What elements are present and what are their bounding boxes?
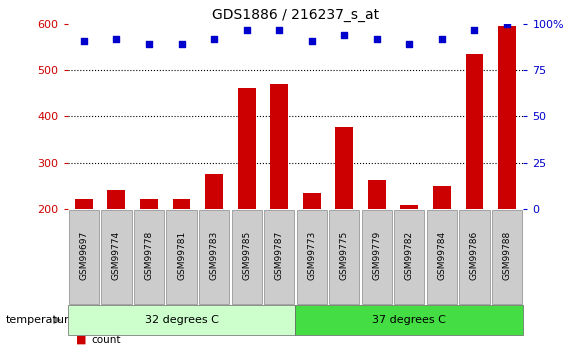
Point — [79, 38, 89, 43]
Bar — [270, 84, 288, 301]
Point — [275, 27, 284, 32]
Text: 37 degrees C: 37 degrees C — [372, 315, 446, 325]
Text: GSM99773: GSM99773 — [308, 231, 316, 280]
Point — [209, 36, 219, 42]
Bar — [205, 174, 223, 301]
Point — [242, 27, 251, 32]
Text: GSM99779: GSM99779 — [372, 231, 382, 280]
Text: GSM99788: GSM99788 — [503, 231, 512, 280]
Text: GSM99784: GSM99784 — [437, 231, 446, 280]
Bar — [108, 190, 125, 301]
Point — [307, 38, 316, 43]
Point — [372, 36, 382, 42]
Point — [340, 32, 349, 38]
Text: count: count — [91, 335, 121, 345]
Point — [470, 27, 479, 32]
Bar — [303, 193, 320, 301]
Point — [405, 42, 414, 47]
Point — [112, 36, 121, 42]
Bar — [173, 199, 191, 301]
Text: GSM99781: GSM99781 — [177, 231, 186, 280]
Text: GSM99782: GSM99782 — [405, 231, 414, 280]
Bar — [498, 26, 516, 301]
Title: GDS1886 / 216237_s_at: GDS1886 / 216237_s_at — [212, 8, 379, 22]
Point — [502, 21, 512, 27]
Text: GSM99785: GSM99785 — [242, 231, 251, 280]
Point — [437, 36, 447, 42]
Bar — [140, 199, 158, 301]
Text: ■: ■ — [76, 335, 87, 345]
Bar — [368, 180, 386, 301]
Point — [144, 42, 153, 47]
Bar — [466, 54, 483, 301]
Text: temperature: temperature — [6, 315, 76, 325]
Bar — [433, 186, 451, 301]
Text: GSM99774: GSM99774 — [112, 231, 121, 280]
Text: GSM99775: GSM99775 — [340, 231, 349, 280]
Text: 32 degrees C: 32 degrees C — [145, 315, 219, 325]
Text: GSM99778: GSM99778 — [145, 231, 153, 280]
Bar — [335, 127, 353, 301]
Bar — [238, 88, 256, 301]
Point — [177, 42, 186, 47]
Bar — [400, 205, 418, 301]
Bar — [75, 199, 93, 301]
Text: GSM99697: GSM99697 — [79, 231, 88, 280]
Text: GSM99783: GSM99783 — [209, 231, 219, 280]
Text: GSM99786: GSM99786 — [470, 231, 479, 280]
Text: GSM99787: GSM99787 — [275, 231, 283, 280]
